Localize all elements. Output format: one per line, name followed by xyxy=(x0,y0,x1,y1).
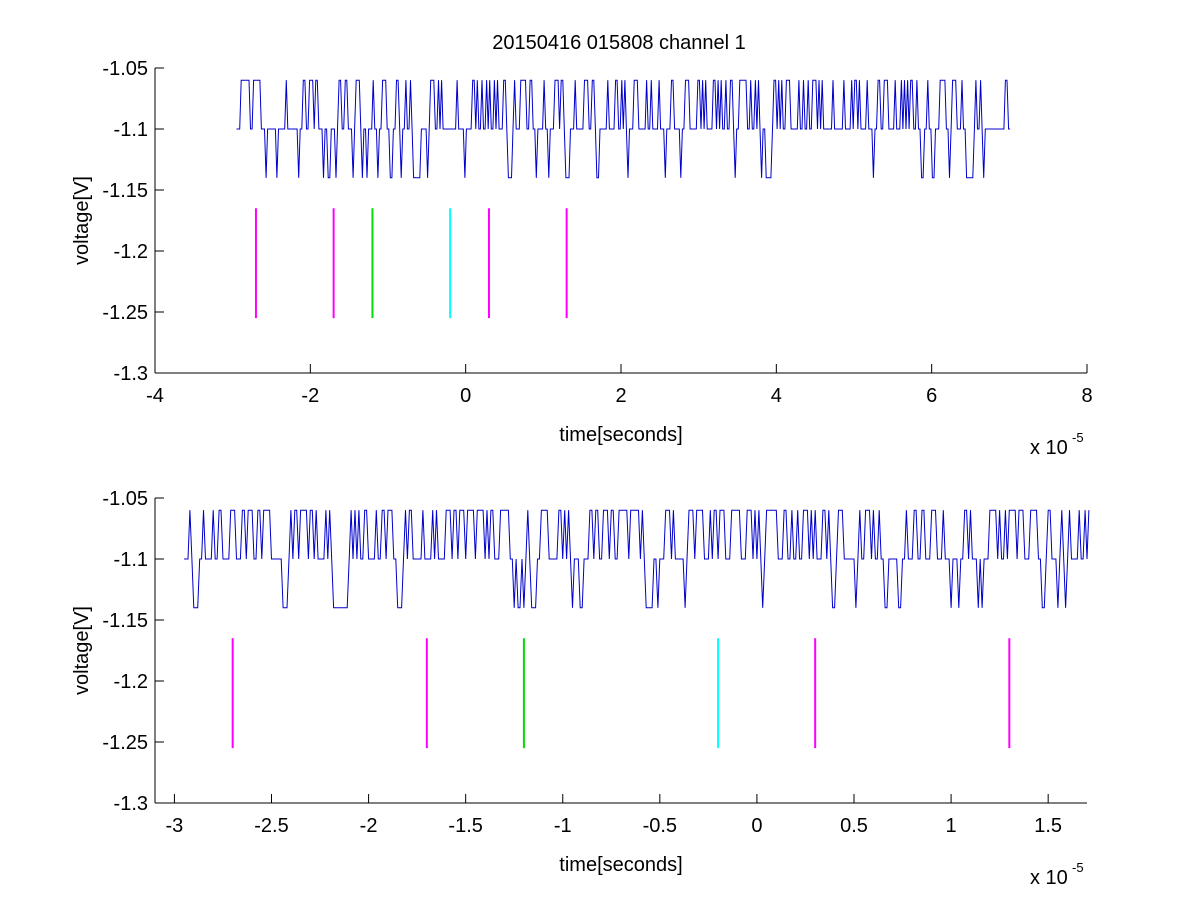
x-tick-label: -4 xyxy=(146,385,164,407)
y-tick-label: -1.25 xyxy=(102,302,148,324)
y-tick-label: -1.2 xyxy=(114,671,148,693)
y-tick-label: -1.1 xyxy=(114,549,148,571)
voltage-trace xyxy=(236,79,1011,179)
x-tick-label: -0.5 xyxy=(643,815,677,837)
x-tick-label: -2 xyxy=(301,385,319,407)
x-tick-label: 2 xyxy=(615,385,626,407)
axes-top: -4 -2 0 2 4 6 8 -1.3 -1.25 -1.2 -1.15 -1.1 -1.05 time… xyxy=(71,58,1093,459)
voltage-trace xyxy=(184,509,1090,609)
x-tick-label: 4 xyxy=(771,385,782,407)
x-tick-label: 1 xyxy=(946,815,957,837)
y-axis-label: voltage[V] xyxy=(71,176,93,265)
y-tick-label: -1.25 xyxy=(102,732,148,754)
x-tick-label: -2 xyxy=(360,815,378,837)
x-axis-label: time[seconds] xyxy=(559,424,682,446)
x-tick-label: -1.5 xyxy=(448,815,482,837)
x-tick-label: 0.5 xyxy=(840,815,868,837)
x-tick-label: 0 xyxy=(751,815,762,837)
x-tick-label: 8 xyxy=(1081,385,1092,407)
x-tick-label: -3 xyxy=(166,815,184,837)
figure-title: 20150416 015808 channel 1 xyxy=(492,32,746,54)
y-tick-label: -1.15 xyxy=(102,180,148,202)
x-tick-label: 1.5 xyxy=(1034,815,1062,837)
x-exponent-label: x 10 xyxy=(1030,437,1068,459)
x-tick-label: -2.5 xyxy=(254,815,288,837)
y-tick-label: -1.15 xyxy=(102,610,148,632)
y-tick-label: -1.3 xyxy=(114,363,148,385)
y-axis-label: voltage[V] xyxy=(71,606,93,695)
x-tick-label: 0 xyxy=(460,385,471,407)
x-axis-label: time[seconds] xyxy=(559,854,682,876)
axes-bottom: -3 -2.5 -2 -1.5 -1 -0.5 0 0.5 1 1.5 -1.3 -1.25 -1.2 -… xyxy=(71,488,1090,889)
y-tick-label: -1.3 xyxy=(114,793,148,815)
x-tick-label: -1 xyxy=(554,815,572,837)
x-exponent-label: x 10 xyxy=(1030,867,1068,889)
x-exponent-value: -5 xyxy=(1072,860,1084,875)
x-exponent-value: -5 xyxy=(1072,430,1084,445)
x-tick-label: 6 xyxy=(926,385,937,407)
y-tick-label: -1.2 xyxy=(114,241,148,263)
y-tick-label: -1.1 xyxy=(114,119,148,141)
y-tick-label: -1.05 xyxy=(102,58,148,80)
y-tick-label: -1.05 xyxy=(102,488,148,510)
